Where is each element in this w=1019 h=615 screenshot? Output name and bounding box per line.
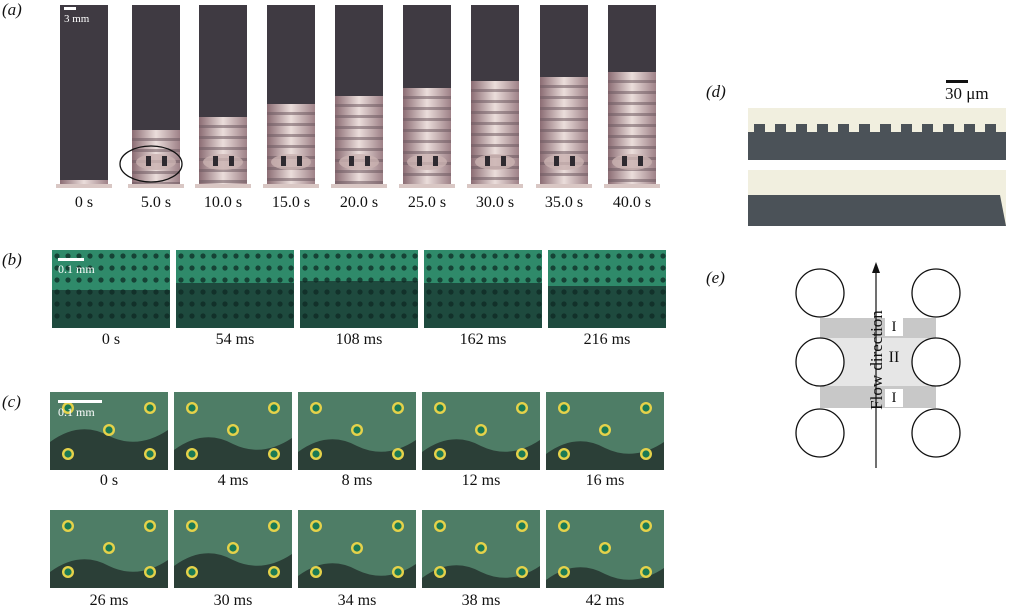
panel-a-strip	[195, 5, 251, 188]
panel-a-time-label: 25.0 s	[407, 194, 447, 211]
pillar-bottom-left	[795, 408, 845, 458]
panel-c-frame	[174, 392, 292, 470]
panel-c-scale-bar	[58, 400, 102, 403]
region-label-I-top: I	[885, 318, 903, 336]
panel-d-tooth	[796, 124, 807, 133]
panel-label-b: (b)	[2, 250, 22, 269]
panel-a-time-label: 40.0 s	[612, 194, 652, 211]
pillar-top-left	[795, 268, 845, 318]
panel-label-c: (c)	[2, 392, 21, 411]
panel-b-scale-bar	[58, 258, 84, 261]
panel-a-strip	[263, 5, 319, 188]
flow-arrow-head	[872, 262, 880, 273]
panel-d-tooth	[838, 124, 849, 133]
panel-d-tooth	[985, 124, 996, 133]
panel-b-time-label: 108 ms	[335, 331, 383, 348]
panel-a-strip	[467, 5, 523, 188]
panel-d-tooth	[754, 124, 765, 133]
panel-c-frame	[174, 510, 292, 588]
panel-d-tooth	[817, 124, 828, 133]
panel-c-frame	[50, 510, 168, 588]
panel-c-frame	[422, 392, 540, 470]
panel-c-time-label-row1: 4 ms	[217, 472, 249, 489]
panel-label-d: (d)	[706, 82, 726, 101]
panel-d-scale-label: 30 μm	[945, 84, 989, 103]
panel-c-time-label-row2: 30 ms	[213, 592, 253, 609]
panel-b-frame	[424, 250, 542, 328]
panel-a-strip	[128, 5, 184, 188]
panel-c-time-label-row1: 12 ms	[461, 472, 501, 489]
region-label-I-bottom: I	[885, 389, 903, 407]
panel-c-time-label-row2: 42 ms	[585, 592, 625, 609]
panel-a-time-label: 20.0 s	[339, 194, 379, 211]
panel-a-time-label: 35.0 s	[544, 194, 584, 211]
panel-a-highlight-ellipse	[119, 145, 183, 183]
panel-b-frame	[300, 250, 418, 328]
panel-c-time-label-row2: 34 ms	[337, 592, 377, 609]
region-label-II: II	[888, 349, 900, 366]
panel-a-strip	[331, 5, 387, 188]
panel-c-time-label-row1: 8 ms	[341, 472, 373, 489]
panel-a-scale-bar	[64, 7, 76, 10]
panel-c-time-label-row2: 26 ms	[89, 592, 129, 609]
panel-label-a: (a)	[2, 0, 22, 19]
panel-d-top-image	[748, 108, 1006, 160]
panel-c-frame	[298, 392, 416, 470]
pillar-bottom-right	[911, 408, 961, 458]
panel-label-e: (e)	[706, 268, 725, 287]
panel-d-tooth	[943, 124, 954, 133]
panel-a-strip	[56, 5, 112, 188]
panel-d-tooth	[880, 124, 891, 133]
panel-b-frame	[548, 250, 666, 328]
panel-c-time-label-row2: 38 ms	[461, 592, 501, 609]
pillar-top-right	[911, 268, 961, 318]
panel-c-frame	[546, 510, 664, 588]
panel-c-frame	[546, 392, 664, 470]
panel-b-time-label: 162 ms	[459, 331, 507, 348]
panel-a-scale-label: 3 mm	[64, 13, 90, 25]
panel-d-tooth	[859, 124, 870, 133]
panel-c-time-label-row1: 16 ms	[585, 472, 625, 489]
panel-a-strip	[399, 5, 455, 188]
pillar-mid-right	[911, 337, 961, 387]
panel-a-time-label: 0 s	[74, 194, 94, 211]
panel-c-frame	[422, 510, 540, 588]
panel-a-time-label: 30.0 s	[475, 194, 515, 211]
panel-a-strip	[604, 5, 660, 188]
panel-a-strip	[536, 5, 592, 188]
panel-c-frame	[298, 510, 416, 588]
panel-b-frame	[176, 250, 294, 328]
panel-c-frame	[50, 392, 168, 470]
panel-d-tooth	[901, 124, 912, 133]
panel-c-time-label-row1: 0 s	[99, 472, 119, 489]
panel-d-scale-bar	[946, 80, 968, 83]
panel-b-time-label: 216 ms	[583, 331, 631, 348]
panel-b-scale-label: 0.1 mm	[58, 262, 95, 276]
panel-d-bottom-image	[748, 170, 1006, 226]
panel-d-tooth	[922, 124, 933, 133]
panel-a-time-label: 5.0 s	[140, 194, 172, 211]
panel-d-tooth	[775, 124, 786, 133]
panel-b-time-label: 0 s	[101, 331, 121, 348]
panel-a-time-label: 10.0 s	[203, 194, 243, 211]
panel-a-time-label: 15.0 s	[271, 194, 311, 211]
panel-c-scale-label: 0.1 mm	[58, 405, 95, 419]
panel-d-tooth	[964, 124, 975, 133]
panel-b-time-label: 54 ms	[215, 331, 255, 348]
pillar-mid-left	[795, 337, 845, 387]
